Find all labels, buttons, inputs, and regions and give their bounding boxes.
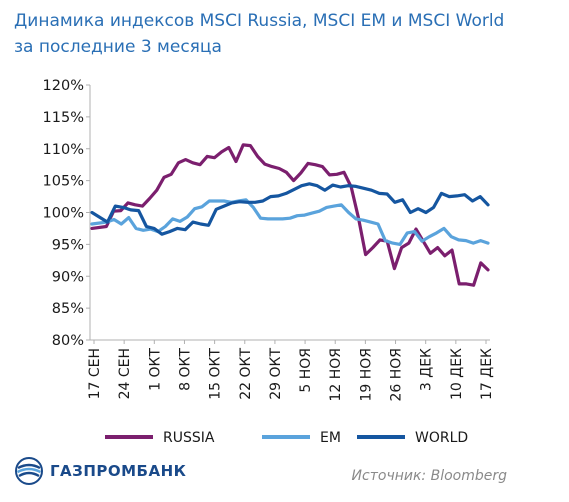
series-line-em (90, 198, 490, 246)
series-line-world (90, 182, 490, 236)
y-tick-label: 115% (43, 110, 84, 126)
chart-title-line-1: Динамика индексов MSCI Russia, MSCI EM и… (14, 11, 505, 31)
y-axis: 80% 85% 90% 95% 100% 105% 110% 115% 120% (43, 78, 490, 349)
y-tick-label: 105% (43, 174, 84, 190)
axis-lines (89, 85, 490, 341)
x-tick-label: 10 ДЕК (449, 348, 465, 400)
legend-label-russia: RUSSIA (163, 430, 215, 446)
gazprombank-emblem-icon (15, 457, 43, 485)
x-tick-label: 26 НОЯ (389, 348, 405, 402)
x-tick-label: 19 НОЯ (358, 348, 374, 402)
gazprombank-logo: ГАЗПРОМБАНК (14, 456, 186, 486)
source-note: Источник: Bloomberg (351, 468, 507, 484)
logo-text: ГАЗПРОМБАНК (50, 462, 187, 480)
x-tick-label: 1 ОКТ (147, 348, 163, 391)
x-tick-label: 17 СЕН (87, 348, 103, 399)
y-tick-label: 90% (52, 269, 84, 285)
y-tick-label: 110% (43, 142, 84, 158)
legend-label-world: WORLD (415, 430, 468, 446)
x-tick-label: 5 НОЯ (298, 348, 314, 393)
y-tick-label: 80% (52, 333, 84, 349)
x-tick-label: 3 ДЕК (419, 348, 435, 391)
x-tick-label: 17 ДЕК (479, 348, 495, 400)
y-tick-label: 95% (52, 237, 84, 253)
chart-title: Динамика индексов MSCI Russia, MSCI EM и… (14, 8, 559, 60)
chart-title-line-2: за последние 3 месяца (14, 37, 222, 57)
y-tick-label: 85% (52, 301, 84, 317)
x-axis: 17 СЕН 24 СЕН 1 ОКТ 8 ОКТ 15 ОКТ 22 ОКТ 29 ОКТ… (87, 340, 495, 402)
series-layer (90, 143, 490, 287)
y-tick-label: 120% (43, 78, 84, 94)
legend-label-em: EM (320, 430, 341, 446)
series-line-russia (90, 143, 490, 287)
x-tick-label: 29 ОКТ (268, 348, 284, 400)
x-tick-label: 24 СЕН (117, 348, 133, 399)
x-tick-label: 22 ОКТ (238, 348, 254, 400)
x-tick-label: 8 ОКТ (177, 348, 193, 391)
y-tick-label: 100% (43, 206, 84, 222)
x-tick-label: 12 НОЯ (328, 348, 344, 402)
legend: RUSSIA EM WORLD (105, 430, 468, 446)
x-tick-label: 15 ОКТ (208, 348, 224, 400)
